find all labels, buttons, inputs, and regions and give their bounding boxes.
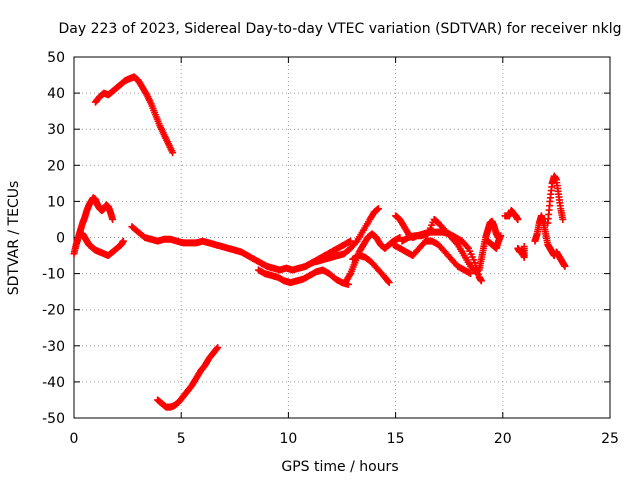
axis-ticks: [73, 56, 611, 419]
chart-title: Day 223 of 2023, Sidereal Day-to-day VTE…: [59, 21, 622, 37]
series-arc-dip: [254, 266, 352, 288]
data-point: [520, 243, 528, 251]
series-arc-end: [552, 248, 569, 270]
y-tick-label: -40: [42, 375, 65, 391]
series-arc-spike: [544, 172, 567, 227]
data-point: [352, 239, 360, 247]
y-tick-labels: -50 -40 -30 -20 -10 0 10 20 30 40 50: [42, 50, 65, 427]
data-point: [346, 271, 354, 279]
series-arc-early-2: [79, 230, 127, 260]
data-point: [559, 215, 567, 223]
series-arc-late-2: [398, 215, 481, 278]
x-tick-label: 15: [387, 431, 405, 447]
data-point: [452, 239, 460, 247]
data-point: [497, 232, 505, 240]
series-arc-mid-rise: [302, 205, 382, 270]
data-point: [514, 215, 522, 223]
data-point: [119, 237, 127, 245]
data-point: [374, 205, 382, 213]
x-axis-title: GPS time / hours: [281, 459, 398, 475]
data-point: [213, 345, 221, 353]
series-arc-mid-down: [349, 252, 393, 287]
y-tick-label: 10: [47, 194, 65, 210]
data-point: [109, 215, 117, 223]
y-tick-label: 50: [47, 50, 65, 66]
data-point: [561, 262, 569, 270]
data-point: [344, 280, 352, 288]
x-tick-label: 20: [494, 431, 512, 447]
y-tick-label: 20: [47, 158, 65, 174]
y-tick-label: 40: [47, 86, 65, 102]
series-arc-tail-4: [531, 212, 558, 260]
x-tick-label: 25: [601, 431, 619, 447]
data-point: [214, 344, 222, 352]
data-point: [473, 270, 481, 278]
data-point: [169, 149, 177, 157]
grid: [74, 57, 610, 418]
x-tick-label: 0: [70, 431, 79, 447]
y-tick-label: -50: [42, 411, 65, 427]
x-tick-label: 5: [177, 431, 186, 447]
y-tick-label: 30: [47, 122, 65, 138]
series-arc-tail-3: [514, 243, 528, 261]
series-arc-upper: [91, 73, 177, 157]
series-arc-tail-2: [501, 206, 522, 223]
y-tick-label: 0: [56, 231, 65, 247]
data-point: [347, 237, 355, 245]
x-tick-label: 10: [279, 431, 297, 447]
data-point: [384, 278, 392, 286]
data-point: [463, 243, 471, 251]
y-tick-label: -10: [42, 267, 65, 283]
series-arc-lower: [154, 344, 222, 411]
data-series: [70, 73, 569, 411]
series-arc-late-3: [389, 237, 475, 278]
data-point: [467, 270, 475, 278]
y-axis-title: SDTVAR / TECUs: [6, 181, 22, 296]
series-arc-main: [128, 223, 355, 274]
x-tick-labels: 0 5 10 15 20 25: [70, 431, 619, 447]
series-arc-tail-1: [484, 232, 505, 252]
y-tick-label: -20: [42, 303, 65, 319]
data-point: [477, 277, 485, 285]
y-tick-label: -30: [42, 339, 65, 355]
data-point: [385, 279, 393, 287]
